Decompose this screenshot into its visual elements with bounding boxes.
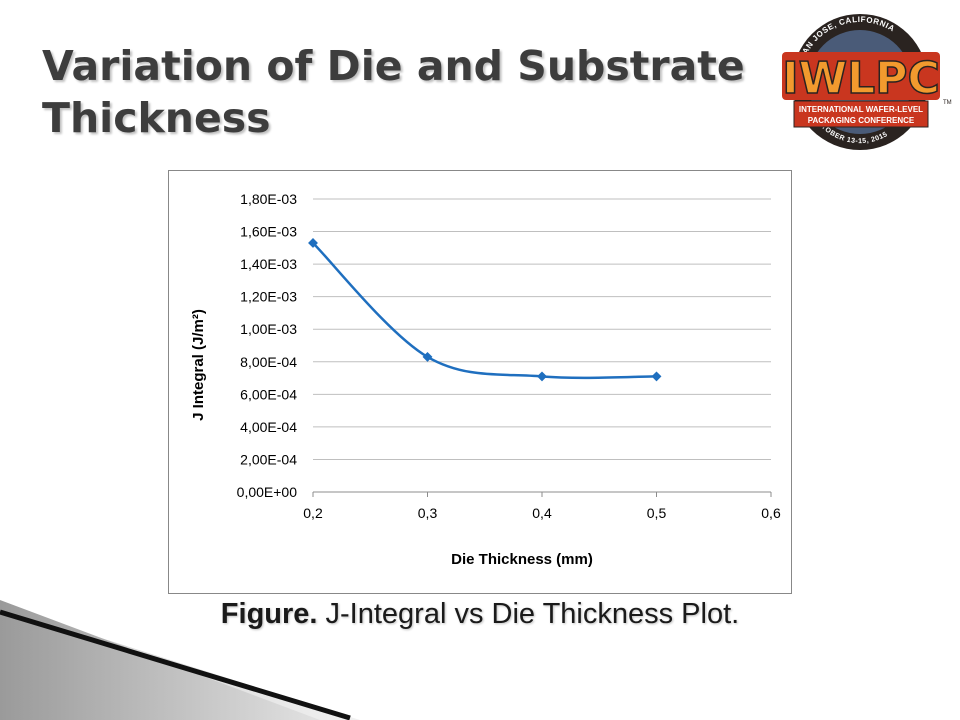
x-tick-label: 0,4 [532,505,552,521]
y-tick-label: 1,40E-03 [240,256,297,272]
y-tick-label: 4,00E-04 [240,419,297,435]
y-tick-label: 0,00E+00 [237,484,298,500]
x-tick-label: 0,6 [761,505,781,521]
chart-frame: 0,00E+00 2,00E-04 4,00E-04 6,00E-04 8,00E-04… [168,170,792,594]
y-tick-label: 8,00E-04 [240,354,297,370]
logo-main-text: IWLPC [782,53,939,104]
data-point-marker [651,371,662,382]
j-integral-chart: 0,00E+00 2,00E-04 4,00E-04 6,00E-04 8,00E-04… [190,191,781,568]
corner-decoration [0,600,360,720]
y-tick-label: 1,00E-03 [240,321,297,337]
series-line [312,242,657,380]
logo-banner-line1: INTERNATIONAL WAFER-LEVEL [799,105,923,114]
y-axis-label: J Integral (J/m²) [190,309,207,421]
logo-tm: TM [943,100,952,106]
y-tick-label: 2,00E-04 [240,451,297,467]
y-tick-label: 1,20E-03 [240,289,297,305]
caption-label: Figure. [220,598,318,630]
y-tick-label: 1,60E-03 [240,224,297,240]
caption-text: J-Integral vs Die Thickness Plot. [317,598,740,630]
x-tick-label: 0,5 [647,505,667,521]
y-tick-label: 1,80E-03 [240,191,297,207]
logo-banner-line2: PACKAGING CONFERENCE [808,116,915,125]
y-tick-label: 6,00E-04 [240,386,297,402]
iwlpc-logo: SAN JOSE, CALIFORNIA OCTOBER 13-15, 2015… [782,14,952,150]
figure-caption: Figure. J-Integral vs Die Thickness Plot… [0,598,960,631]
x-tick-label: 0,2 [303,505,323,521]
x-axis-label: Die Thickness (mm) [451,551,593,568]
data-point-marker [308,238,318,248]
x-tick-label: 0,3 [418,505,438,521]
slide-title: Variation of Die and Substrate Thickness [42,42,745,142]
data-point-marker [537,371,547,382]
